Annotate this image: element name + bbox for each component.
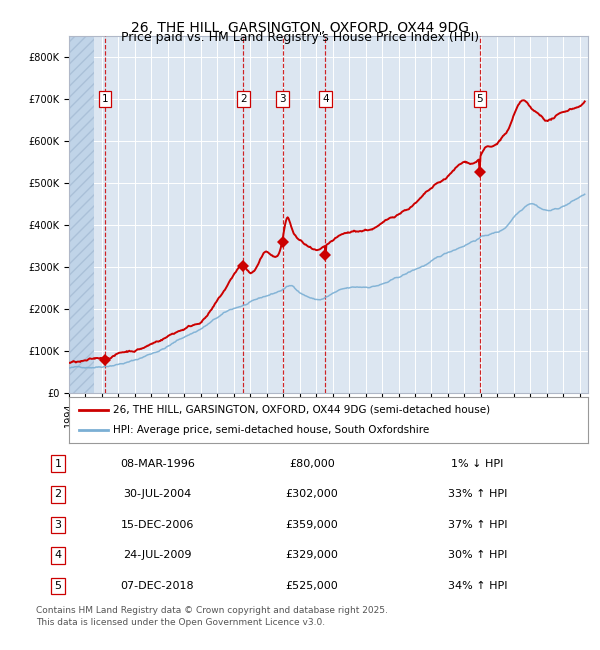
Text: 08-MAR-1996: 08-MAR-1996 bbox=[120, 459, 195, 469]
Text: £329,000: £329,000 bbox=[286, 551, 338, 560]
Text: £525,000: £525,000 bbox=[286, 581, 338, 591]
Text: 5: 5 bbox=[55, 581, 62, 591]
Text: 2: 2 bbox=[240, 94, 247, 104]
Text: 33% ↑ HPI: 33% ↑ HPI bbox=[448, 489, 507, 499]
Text: 2: 2 bbox=[55, 489, 62, 499]
Text: 37% ↑ HPI: 37% ↑ HPI bbox=[448, 520, 508, 530]
Text: 24-JUL-2009: 24-JUL-2009 bbox=[123, 551, 191, 560]
Bar bbox=[69, 36, 94, 393]
Text: 1: 1 bbox=[102, 94, 109, 104]
Text: 4: 4 bbox=[55, 551, 62, 560]
Text: 34% ↑ HPI: 34% ↑ HPI bbox=[448, 581, 508, 591]
Text: 30-JUL-2004: 30-JUL-2004 bbox=[124, 489, 191, 499]
Text: 30% ↑ HPI: 30% ↑ HPI bbox=[448, 551, 507, 560]
Text: 07-DEC-2018: 07-DEC-2018 bbox=[121, 581, 194, 591]
Text: 3: 3 bbox=[55, 520, 62, 530]
Text: HPI: Average price, semi-detached house, South Oxfordshire: HPI: Average price, semi-detached house,… bbox=[113, 425, 430, 436]
Text: 26, THE HILL, GARSINGTON, OXFORD, OX44 9DG (semi-detached house): 26, THE HILL, GARSINGTON, OXFORD, OX44 9… bbox=[113, 404, 490, 415]
Text: £359,000: £359,000 bbox=[286, 520, 338, 530]
Text: 1% ↓ HPI: 1% ↓ HPI bbox=[451, 459, 504, 469]
Text: Contains HM Land Registry data © Crown copyright and database right 2025.
This d: Contains HM Land Registry data © Crown c… bbox=[36, 606, 388, 627]
Text: Price paid vs. HM Land Registry's House Price Index (HPI): Price paid vs. HM Land Registry's House … bbox=[121, 31, 479, 44]
Text: 4: 4 bbox=[322, 94, 329, 104]
Text: 3: 3 bbox=[279, 94, 286, 104]
Text: 26, THE HILL, GARSINGTON, OXFORD, OX44 9DG: 26, THE HILL, GARSINGTON, OXFORD, OX44 9… bbox=[131, 21, 469, 35]
Text: 1: 1 bbox=[55, 459, 62, 469]
Text: £302,000: £302,000 bbox=[286, 489, 338, 499]
Text: £80,000: £80,000 bbox=[289, 459, 335, 469]
Text: 15-DEC-2006: 15-DEC-2006 bbox=[121, 520, 194, 530]
Text: 5: 5 bbox=[476, 94, 483, 104]
